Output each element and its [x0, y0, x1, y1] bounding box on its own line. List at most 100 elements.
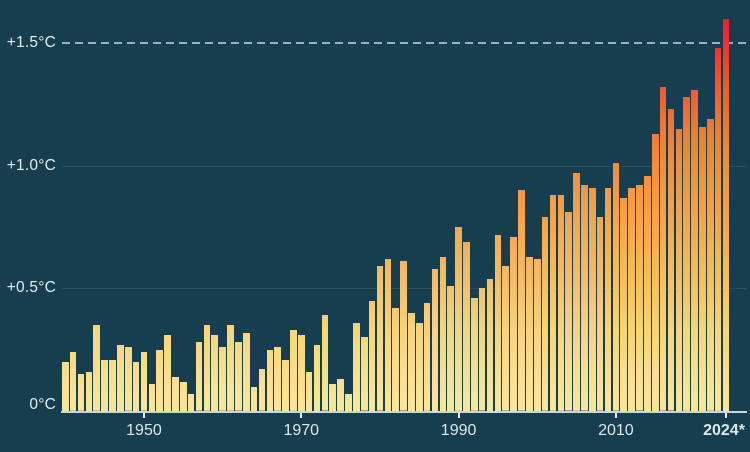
y-axis-label-+1.5°C: +1.5°C — [6, 34, 56, 51]
bar-1982 — [392, 308, 399, 411]
bar-1974 — [329, 384, 337, 411]
bar-1959 — [211, 335, 219, 411]
bar-1993 — [478, 288, 486, 411]
bar-1981 — [384, 259, 392, 411]
bar-1960 — [219, 347, 226, 411]
x-tick-2024 — [725, 413, 728, 418]
bar-1940 — [62, 362, 69, 411]
bar-2019 — [683, 97, 690, 411]
bar-1943 — [85, 371, 93, 411]
bar-2023 — [714, 48, 722, 411]
bar-1942 — [77, 374, 85, 411]
bar-1958 — [203, 325, 211, 411]
bar-1961 — [227, 325, 234, 411]
x-axis-label-2010: 2010 — [598, 422, 634, 439]
bar-1953 — [164, 335, 171, 411]
bar-1979 — [368, 300, 376, 411]
bar-2001 — [541, 217, 549, 411]
y-axis-label-+1.0°C: +1.0°C — [6, 157, 56, 174]
bar-1966 — [266, 349, 274, 411]
bar-1969 — [290, 330, 297, 411]
bar-1951 — [148, 384, 156, 411]
y-axis-label-+0.5°C: +0.5°C — [6, 279, 56, 296]
bar-1972 — [313, 344, 321, 411]
bar-1987 — [431, 268, 439, 411]
bar-2000 — [533, 259, 541, 411]
bar-1952 — [156, 349, 163, 411]
x-axis-label-2024: 2024* — [703, 422, 745, 439]
x-tick-1950 — [142, 413, 145, 418]
bar-1947 — [117, 344, 124, 411]
bar-1984 — [408, 312, 415, 411]
bar-2009 — [604, 187, 612, 411]
bar-1964 — [250, 386, 258, 411]
bar-1963 — [242, 332, 250, 411]
bar-1955 — [179, 381, 187, 411]
bar-2021 — [699, 126, 706, 411]
gridline-+1.0°C — [62, 166, 746, 167]
bar-2016 — [659, 87, 667, 411]
bar-1980 — [376, 266, 384, 411]
bar-1994 — [486, 278, 494, 411]
bar-1997 — [510, 236, 517, 411]
bar-1941 — [69, 352, 77, 411]
bar-1950 — [140, 352, 148, 411]
bar-2022 — [707, 119, 714, 411]
bar-1948 — [124, 347, 132, 411]
bar-1971 — [305, 371, 313, 411]
bar-1944 — [93, 325, 101, 411]
y-axis-label-0°C: 0°C — [29, 396, 56, 413]
bar-1998 — [518, 190, 525, 411]
bar-1973 — [321, 315, 329, 411]
bar-1990 — [455, 227, 462, 411]
bar-2007 — [589, 187, 596, 411]
bar-2006 — [581, 185, 588, 411]
bar-2015 — [651, 133, 659, 411]
bar-1995 — [494, 234, 502, 411]
x-axis-label-1990: 1990 — [440, 422, 477, 439]
bar-2017 — [667, 109, 675, 411]
bar-1968 — [282, 359, 289, 411]
bar-1956 — [187, 393, 195, 411]
bar-1946 — [109, 359, 116, 411]
bar-1967 — [274, 347, 281, 411]
bar-2005 — [573, 173, 580, 411]
x-tick-1970 — [300, 413, 303, 418]
bar-1975 — [337, 379, 344, 411]
bar-2013 — [636, 185, 643, 411]
x-tick-2010 — [614, 413, 617, 418]
bar-2003 — [557, 195, 565, 411]
bar-1999 — [526, 256, 533, 411]
bar-1988 — [439, 256, 447, 411]
bar-1986 — [423, 303, 431, 411]
bar-1945 — [101, 359, 108, 411]
bar-2004 — [565, 212, 573, 411]
bar-2024 — [722, 18, 730, 411]
bar-1976 — [345, 393, 352, 411]
bar-1962 — [235, 342, 242, 411]
bar-2020 — [691, 89, 698, 411]
threshold-1point5c-dashed-line — [62, 42, 746, 44]
x-axis-label-1950: 1950 — [126, 422, 162, 439]
bar-2010 — [612, 163, 620, 411]
bar-1954 — [172, 376, 179, 411]
x-axis-label-1970: 1970 — [283, 422, 320, 439]
bar-1949 — [132, 362, 140, 411]
bar-1970 — [297, 335, 305, 411]
bar-1978 — [360, 337, 368, 411]
bar-2012 — [628, 187, 635, 411]
bar-1977 — [353, 322, 360, 411]
bar-2014 — [644, 175, 651, 411]
bar-2008 — [596, 217, 604, 411]
bar-1965 — [258, 369, 266, 411]
bar-1957 — [195, 342, 203, 411]
bar-2011 — [620, 197, 628, 411]
x-axis-line — [61, 411, 747, 413]
bar-1985 — [415, 322, 423, 411]
bar-1992 — [471, 298, 478, 411]
bar-1991 — [463, 241, 470, 411]
x-tick-1990 — [457, 413, 460, 418]
bar-2018 — [675, 129, 683, 411]
bar-2002 — [549, 195, 557, 411]
